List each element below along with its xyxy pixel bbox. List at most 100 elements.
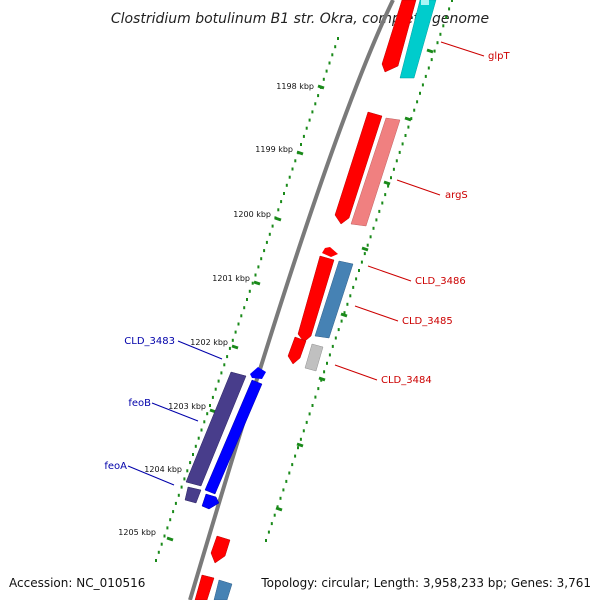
inner-minor-tick bbox=[291, 167, 294, 171]
gene-label-CLD_3483: CLD_3483 bbox=[124, 336, 175, 347]
outer-minor-tick bbox=[439, 32, 442, 36]
inner-minor-tick bbox=[200, 428, 203, 432]
kbp-label-1199: 1199 kbp bbox=[255, 145, 293, 154]
gene-feature-CLD_3483-cds-head bbox=[250, 367, 266, 379]
kbp-label-1205: 1205 kbp bbox=[118, 528, 156, 537]
outer-minor-tick bbox=[372, 226, 375, 230]
inner-minor-tick bbox=[226, 355, 229, 359]
outer-minor-tick bbox=[384, 193, 387, 197]
inner-minor-tick bbox=[302, 134, 305, 138]
outer-minor-tick bbox=[416, 100, 419, 104]
gene-feature-CLD_3485-gene bbox=[314, 260, 354, 339]
inner-minor-tick bbox=[186, 469, 189, 473]
kbp-label-1200: 1200 kbp bbox=[233, 210, 271, 219]
kbp-label-1204: 1204 kbp bbox=[144, 465, 182, 474]
outer-minor-tick bbox=[349, 294, 352, 298]
outer-minor-tick bbox=[404, 134, 407, 137]
gene-feature-CLD_3483-gene bbox=[185, 371, 247, 487]
outer-minor-tick bbox=[413, 108, 416, 112]
outer-minor-tick bbox=[273, 513, 276, 517]
inner-minor-tick bbox=[294, 159, 297, 163]
inner-minor-tick bbox=[288, 175, 291, 179]
inner-minor-tick bbox=[194, 444, 197, 448]
inner-minor-tick bbox=[246, 298, 248, 301]
forward-strand-features bbox=[194, 0, 437, 600]
outer-minor-tick bbox=[360, 260, 363, 264]
inner-minor-tick bbox=[308, 118, 311, 122]
inner-minor-tick bbox=[183, 477, 186, 481]
outer-minor-tick bbox=[265, 539, 267, 542]
reverse-strand-features bbox=[184, 367, 266, 510]
inner-minor-tick bbox=[206, 412, 209, 416]
inner-minor-tick bbox=[160, 542, 163, 546]
inner-minor-tick bbox=[189, 461, 192, 465]
outer-minor-tick bbox=[317, 387, 320, 391]
gene-label-CLD_3486: CLD_3486 bbox=[415, 276, 466, 287]
gene-label-CLD_3485: CLD_3485 bbox=[402, 316, 453, 327]
callout-lines bbox=[127, 41, 485, 486]
outer-minor-tick bbox=[270, 522, 273, 526]
inner-minor-tick bbox=[248, 289, 251, 293]
inner-minor-tick bbox=[260, 257, 263, 261]
inner-minor-tick bbox=[223, 363, 226, 367]
kbp-label-1198: 1198 kbp bbox=[276, 82, 314, 91]
outer-minor-tick bbox=[421, 83, 424, 87]
outer-minor-tick bbox=[445, 15, 448, 19]
inner-minor-tick bbox=[271, 224, 274, 228]
inner-minor-tick bbox=[328, 61, 331, 65]
outer-minor-tick bbox=[288, 471, 291, 475]
gene-feature-lower-gene-2 bbox=[213, 579, 233, 600]
gene-labels: glpT argS CLD_3486 CLD_3485 CLD_3484 CLD… bbox=[104, 51, 510, 472]
outer-minor-tick bbox=[427, 66, 430, 70]
genome-backbone bbox=[188, 0, 395, 600]
kbp-label-1202: 1202 kbp bbox=[190, 338, 228, 347]
inner-minor-tick bbox=[300, 143, 302, 146]
outer-minor-tick bbox=[378, 209, 381, 213]
inner-minor-tick bbox=[265, 240, 268, 244]
outer-minor-tick bbox=[305, 420, 308, 424]
inner-minor-tick bbox=[322, 77, 325, 81]
inner-minor-tick bbox=[240, 314, 243, 318]
gene-label-feoB: feoB bbox=[128, 398, 151, 409]
inner-minor-tick bbox=[254, 273, 257, 277]
outer-minor-tick bbox=[326, 361, 328, 365]
outer-minor-tick bbox=[302, 429, 305, 433]
inner-minor-tick bbox=[192, 453, 194, 456]
outer-minor-tick bbox=[401, 142, 404, 146]
inner-minor-tick bbox=[220, 371, 223, 375]
kbp-labels: 1198 kbp 1199 kbp 1200 kbp 1201 kbp 1202… bbox=[118, 82, 314, 537]
outer-major-ticks bbox=[275, 48, 434, 512]
outer-minor-tick bbox=[355, 277, 358, 281]
gene-label-CLD_3484: CLD_3484 bbox=[381, 375, 432, 386]
inner-minor-tick bbox=[197, 436, 200, 440]
outer-minor-tick bbox=[358, 269, 360, 272]
inner-minor-tick bbox=[314, 102, 317, 106]
gene-feature-CLD_3484-gene bbox=[304, 343, 324, 372]
inner-minor-tick bbox=[283, 192, 285, 195]
inner-minor-tick bbox=[331, 53, 334, 57]
outer-minor-tick bbox=[390, 176, 392, 180]
outer-minor-tick bbox=[451, 0, 453, 2]
inner-minor-tick bbox=[209, 404, 211, 407]
outer-minor-tick bbox=[419, 91, 421, 95]
gene-feature-feoA-cds bbox=[201, 493, 220, 510]
outer-minor-tick bbox=[297, 446, 299, 450]
outer-minor-tick bbox=[375, 218, 378, 222]
gene-feature-feoB-cds bbox=[204, 379, 263, 495]
genome-summary-text: Topology: circular; Length: 3,958,233 bp… bbox=[261, 576, 591, 590]
inner-minor-tick bbox=[277, 208, 280, 212]
accession-text: Accession: NC_010516 bbox=[9, 576, 146, 590]
outer-minor-tick bbox=[346, 302, 349, 306]
outer-minor-tick bbox=[381, 201, 384, 205]
outer-minor-tick bbox=[430, 58, 433, 62]
outer-minor-tick bbox=[282, 488, 285, 492]
outer-minor-tick bbox=[442, 24, 445, 28]
inner-minor-tick bbox=[268, 232, 271, 236]
outer-minor-tick bbox=[395, 159, 398, 163]
inner-minor-tick bbox=[305, 126, 308, 130]
inner-minor-tick bbox=[174, 501, 177, 505]
outer-minor-tick bbox=[267, 530, 270, 534]
inner-minor-tick bbox=[334, 45, 337, 49]
inner-minor-tick bbox=[157, 550, 160, 554]
inner-minor-tick bbox=[211, 395, 214, 399]
